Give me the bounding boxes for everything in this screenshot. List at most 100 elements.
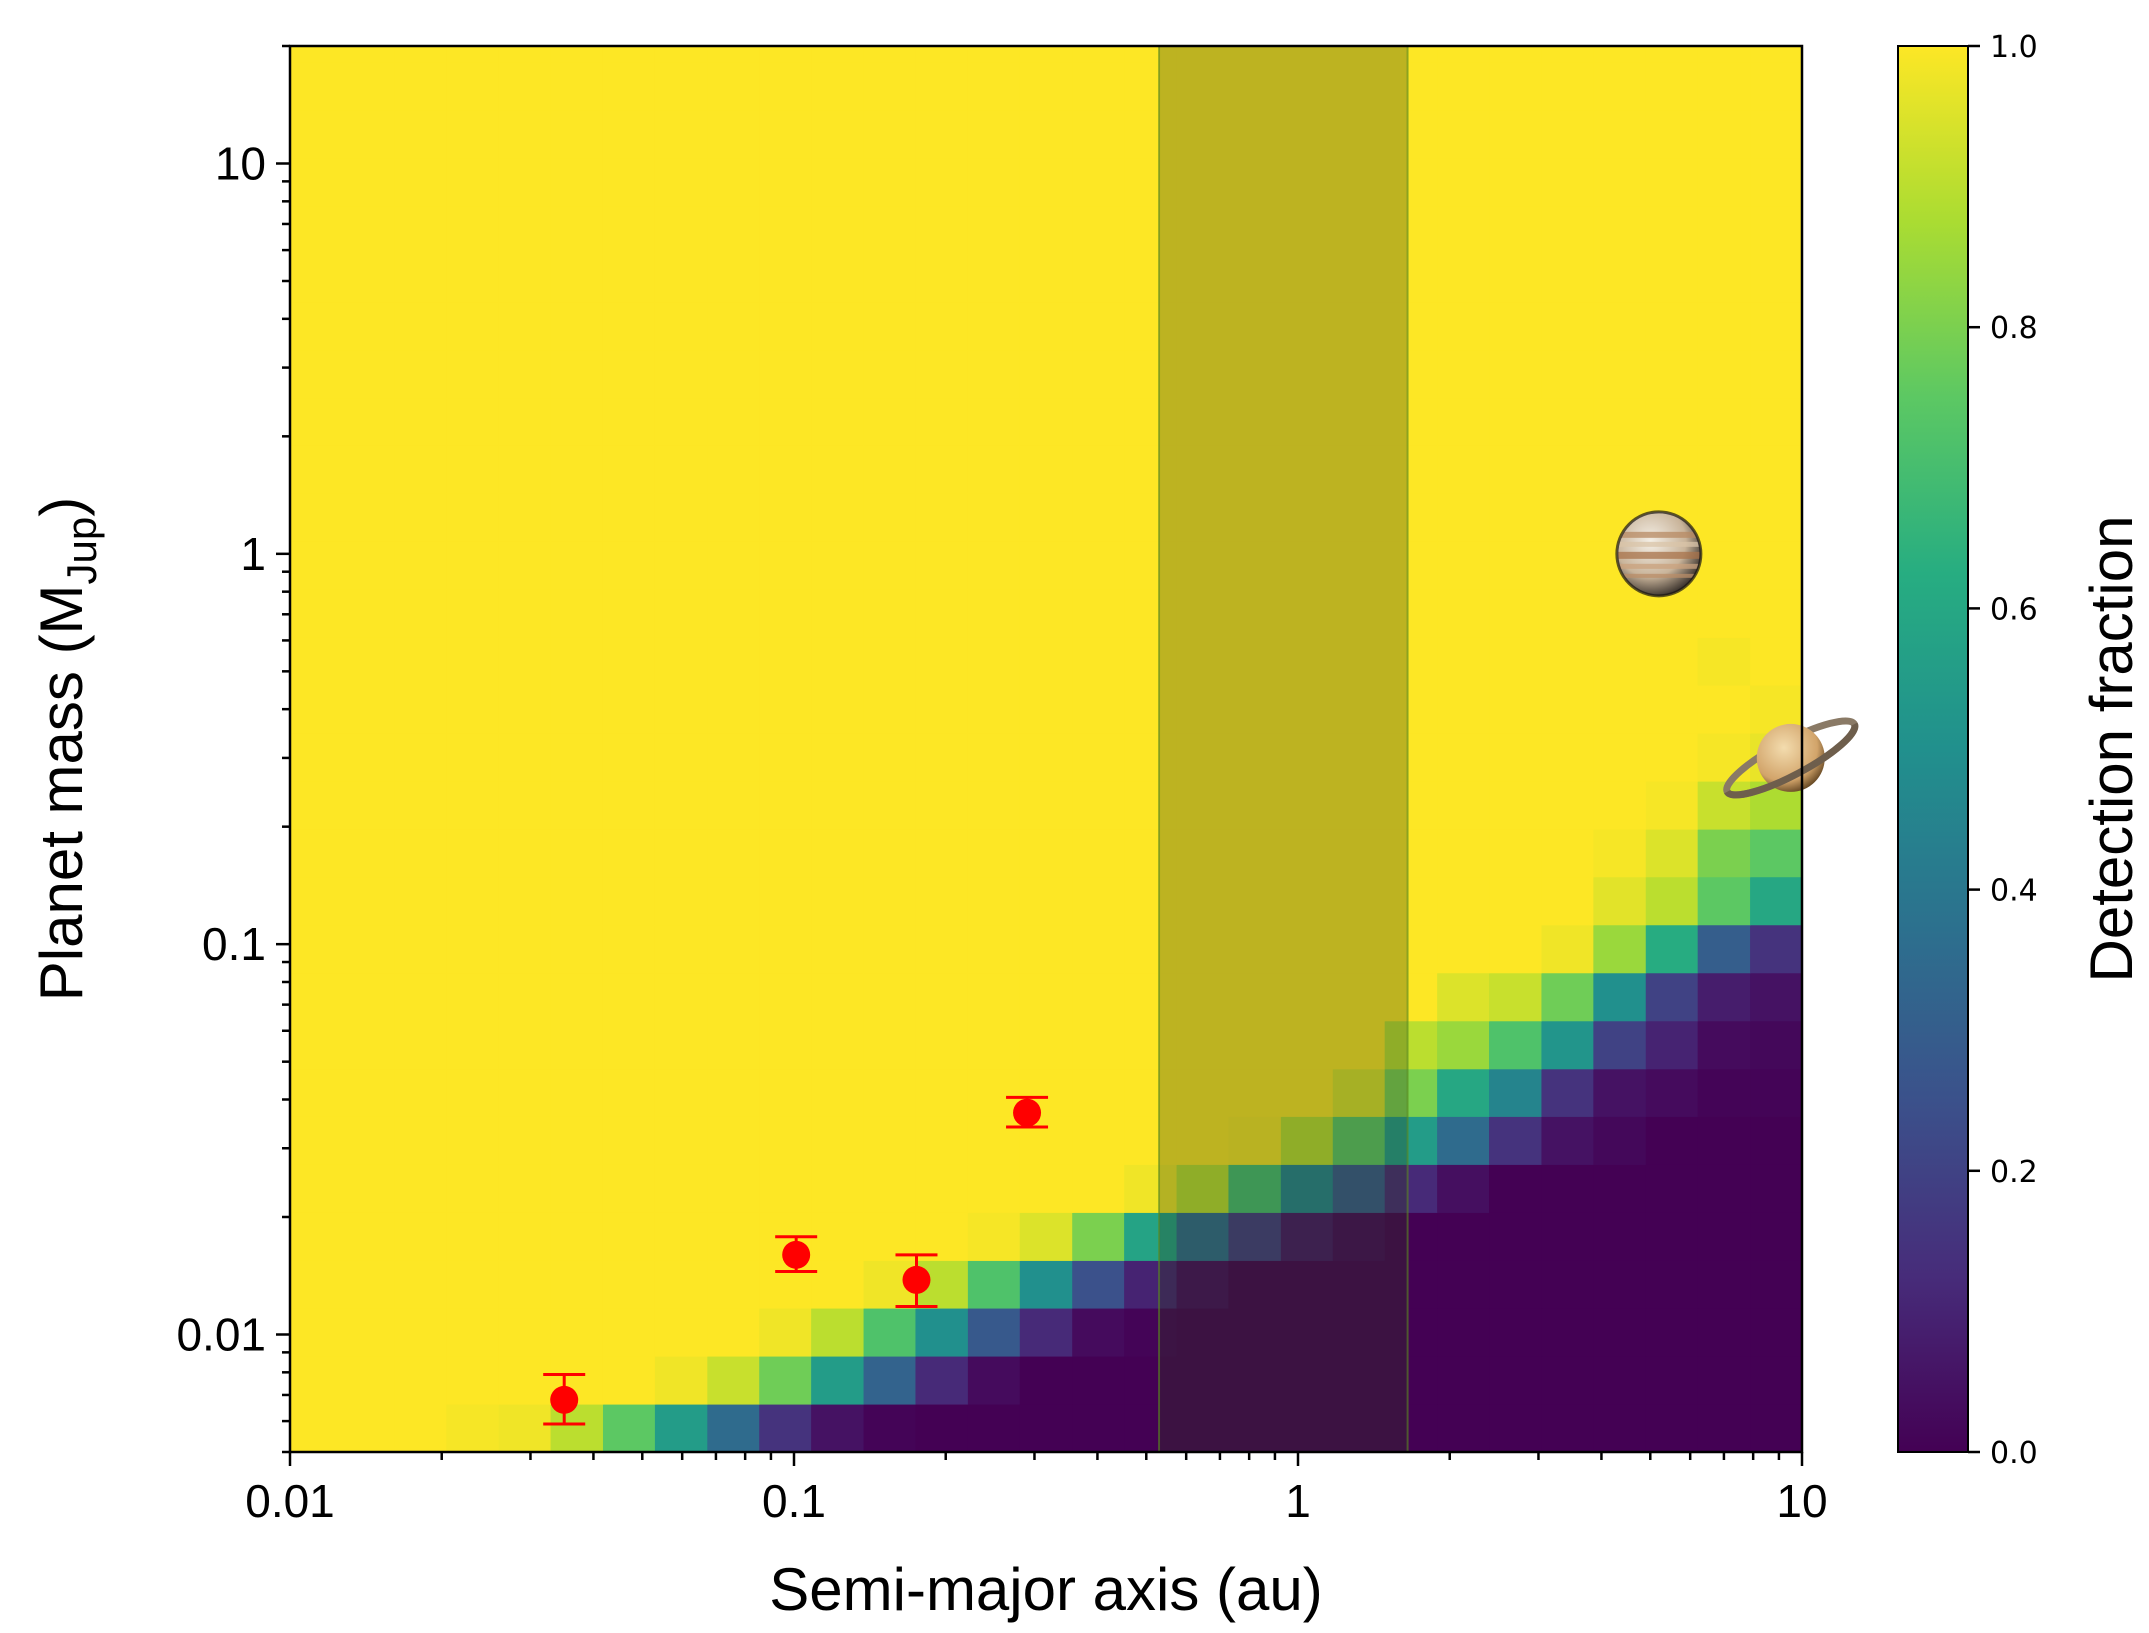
heatmap-cell xyxy=(1697,110,1751,159)
heatmap-cell xyxy=(915,62,969,111)
heatmap-cell xyxy=(1384,397,1438,446)
heatmap-cell xyxy=(1176,493,1230,542)
heatmap-cell xyxy=(342,46,395,63)
heatmap-cell xyxy=(654,1260,708,1309)
heatmap-cell xyxy=(550,1116,604,1165)
heatmap-cell xyxy=(654,684,708,734)
heatmap-cell xyxy=(863,206,917,255)
heatmap-cell xyxy=(1332,349,1386,399)
heatmap-cell xyxy=(915,1164,969,1213)
heatmap-cell xyxy=(1176,158,1230,207)
heatmap-cell xyxy=(654,1116,708,1165)
heatmap-cell xyxy=(1437,972,1490,1022)
heatmap-cell xyxy=(1124,1212,1178,1261)
heatmap-cell xyxy=(1645,62,1699,111)
heatmap-cell xyxy=(1228,972,1282,1022)
heatmap-cell xyxy=(290,829,344,878)
heatmap-cell xyxy=(1697,829,1751,878)
heatmap-cell xyxy=(863,684,917,734)
heatmap-cell xyxy=(1697,1403,1751,1452)
heatmap-cell xyxy=(1645,206,1699,255)
heatmap-cell xyxy=(1645,349,1699,399)
heatmap-cell xyxy=(1019,829,1073,878)
heatmap-cell xyxy=(1332,1068,1386,1117)
heatmap-cell xyxy=(1437,589,1490,638)
heatmap-cell xyxy=(1280,781,1334,830)
jupiter-limb xyxy=(1615,510,1703,598)
heatmap-cell xyxy=(1124,349,1178,399)
heatmap-cell xyxy=(1437,1403,1490,1452)
heatmap-cell xyxy=(1489,62,1543,111)
heatmap-cell xyxy=(863,1164,917,1213)
heatmap-cell xyxy=(1645,397,1699,446)
heatmap-cell xyxy=(1593,781,1647,830)
heatmap-cell xyxy=(394,781,447,830)
heatmap-cell xyxy=(1541,1164,1594,1213)
heatmap-cell xyxy=(1437,253,1490,303)
heatmap-cell xyxy=(498,445,552,494)
heatmap-cell xyxy=(1593,1164,1647,1213)
heatmap-cell xyxy=(1750,301,1802,351)
heatmap-cell xyxy=(498,1020,552,1070)
heatmap-cell xyxy=(863,301,917,351)
heatmap-cell xyxy=(1228,1260,1282,1309)
heatmap-cell xyxy=(602,829,656,878)
heatmap-cell xyxy=(707,1068,760,1117)
planet-marker xyxy=(1013,1098,1042,1127)
heatmap-cell xyxy=(1384,1116,1438,1165)
heatmap-cell xyxy=(1437,1068,1490,1117)
heatmap-cell xyxy=(707,46,760,63)
heatmap-cell xyxy=(967,1068,1021,1117)
heatmap-cell xyxy=(1384,1260,1438,1309)
heatmap-cell xyxy=(1593,206,1647,255)
heatmap-cell xyxy=(1541,253,1594,303)
heatmap-cell xyxy=(863,589,917,638)
heatmap-cell xyxy=(602,46,656,63)
heatmap-cell xyxy=(1593,253,1647,303)
heatmap-cell xyxy=(1228,1403,1282,1452)
heatmap-cell xyxy=(394,110,447,159)
heatmap-cell xyxy=(1645,637,1699,686)
heatmap-cell xyxy=(1437,493,1490,542)
heatmap-cell xyxy=(1697,301,1751,351)
heatmap-cell xyxy=(1228,46,1282,63)
heatmap-cell xyxy=(1750,206,1802,255)
heatmap-cell xyxy=(1645,158,1699,207)
heatmap-cell xyxy=(707,589,760,638)
heatmap-cell xyxy=(654,972,708,1022)
heatmap-cell xyxy=(759,1260,812,1309)
heatmap-cell xyxy=(863,1020,917,1070)
heatmap-cell xyxy=(602,253,656,303)
heatmap-cell xyxy=(342,781,395,830)
heatmap-cell xyxy=(915,253,969,303)
heatmap-cell xyxy=(1176,1020,1230,1070)
heatmap-cell xyxy=(1593,110,1647,159)
heatmap-cell xyxy=(915,876,969,926)
heatmap-cell xyxy=(1697,1020,1751,1070)
heatmap-cell xyxy=(1176,206,1230,255)
heatmap-cell xyxy=(1593,924,1647,974)
heatmap-cell xyxy=(1697,541,1751,590)
heatmap-cell xyxy=(394,1212,447,1261)
colorbar xyxy=(1897,45,1969,1453)
heatmap-cell xyxy=(863,1068,917,1117)
heatmap-cell xyxy=(1280,684,1334,734)
heatmap-cell xyxy=(654,301,708,351)
heatmap-cell xyxy=(863,1307,917,1357)
heatmap-cell xyxy=(290,684,344,734)
heatmap-cell xyxy=(1750,1020,1802,1070)
heatmap-cell xyxy=(1437,733,1490,782)
heatmap-cell xyxy=(1593,1403,1647,1452)
heatmap-cell xyxy=(342,589,395,638)
heatmap-cell xyxy=(1072,829,1125,878)
heatmap-cell xyxy=(394,301,447,351)
heatmap-cell xyxy=(602,301,656,351)
heatmap-cell xyxy=(602,589,656,638)
heatmap-cell xyxy=(1072,876,1125,926)
heatmap-cell xyxy=(1437,445,1490,494)
heatmap-cell xyxy=(1176,1403,1230,1452)
heatmap-cell xyxy=(1384,589,1438,638)
heatmap-cell xyxy=(1280,493,1334,542)
heatmap-cell xyxy=(1750,62,1802,111)
heatmap-cell xyxy=(1280,1403,1334,1452)
